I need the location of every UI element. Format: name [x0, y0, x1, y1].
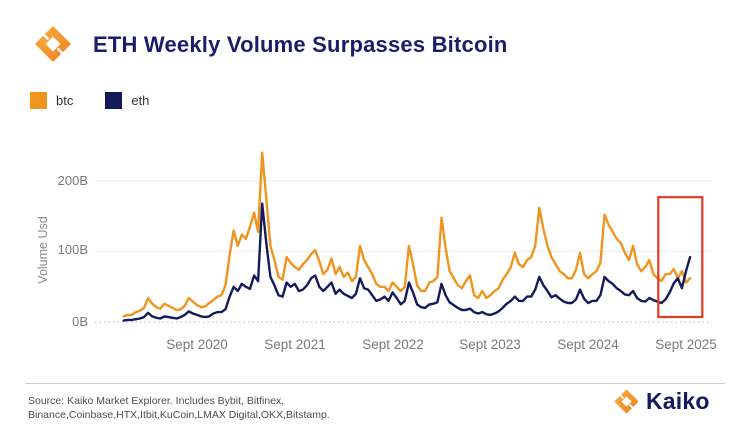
legend-item-btc: btc: [30, 92, 73, 109]
legend-label-btc: btc: [56, 93, 74, 108]
eth-line: [122, 202, 692, 322]
x-tick-label-sept2022: Sept 2022: [362, 337, 424, 352]
source-text-line-1: Source: Kaiko Market Explorer. Includes …: [28, 395, 285, 407]
x-tick-label-sept2020: Sept 2020: [166, 337, 228, 352]
y-tick-label-200b: 200B: [57, 173, 88, 188]
kaiko-brand-name: Kaiko: [646, 388, 710, 414]
highlight-box: [657, 196, 704, 319]
kaiko-wordmark-icon: [614, 389, 639, 414]
kaiko-logo-icon: [35, 26, 71, 62]
x-tick-label-sept2025: Sept 2025: [655, 337, 717, 352]
source-text-line-2: Binance,Coinbase,HTX,Itbit,KuCoin,LMAX D…: [28, 409, 330, 421]
page-title: ETH Weekly Volume Surpasses Bitcoin: [93, 32, 508, 57]
chart-legend: btc eth: [30, 92, 149, 109]
x-tick-label-sept2021: Sept 2021: [264, 337, 326, 352]
source-text: Source: Kaiko Market Explorer. Includes …: [28, 394, 330, 422]
btc-line: [122, 151, 692, 318]
y-tick-label-0b: 0B: [72, 314, 88, 329]
y-tick-label-100b: 100B: [57, 242, 88, 257]
legend-item-eth: eth: [105, 92, 149, 109]
legend-label-eth: eth: [131, 93, 150, 108]
x-tick-label-sept2024: Sept 2024: [557, 337, 619, 352]
eth-color-swatch: [105, 92, 123, 109]
kaiko-wordmark: Kaiko: [613, 388, 710, 415]
footer-divider: [25, 383, 725, 384]
x-tick-label-sept2023: Sept 2023: [459, 337, 521, 352]
btc-color-swatch: [30, 92, 47, 109]
